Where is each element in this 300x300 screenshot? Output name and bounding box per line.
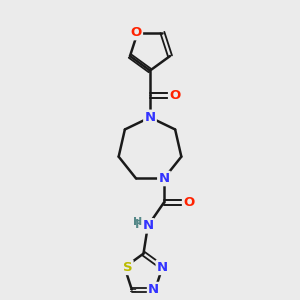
Text: N: N — [157, 261, 168, 274]
Text: N: N — [158, 172, 169, 185]
Text: N: N — [144, 111, 156, 124]
Text: =: = — [129, 286, 137, 296]
Text: S: S — [123, 261, 132, 274]
Text: O: O — [130, 26, 142, 39]
Text: O: O — [183, 196, 194, 209]
Text: H: H — [133, 217, 142, 227]
Text: N: N — [142, 219, 153, 232]
Text: O: O — [169, 89, 181, 102]
Text: N: N — [148, 283, 159, 296]
Text: H: H — [135, 218, 145, 231]
